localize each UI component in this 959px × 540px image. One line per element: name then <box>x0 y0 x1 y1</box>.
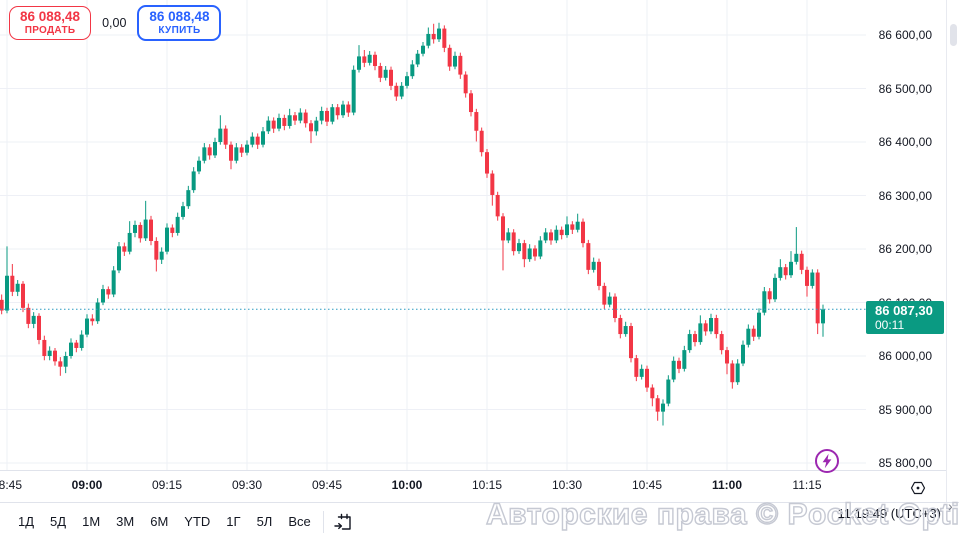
price-axis-label: 85 800,00 <box>878 456 932 470</box>
range-button-5д[interactable]: 5Д <box>50 514 67 529</box>
scrollbar-thumb[interactable] <box>950 24 957 46</box>
time-axis-label: 10:30 <box>551 478 583 492</box>
lightning-icon[interactable] <box>814 448 840 474</box>
range-button-5л[interactable]: 5Л <box>256 514 273 529</box>
time-axis-label: 09:45 <box>311 478 343 492</box>
range-button-все[interactable]: Все <box>288 514 311 529</box>
time-axis-label: 09:30 <box>231 478 263 492</box>
time-axis-label: 09:15 <box>151 478 183 492</box>
right-panel-divider <box>946 0 947 502</box>
range-button-ytd[interactable]: YTD <box>184 514 211 529</box>
range-button-1г[interactable]: 1Г <box>226 514 241 529</box>
candle-countdown: 00:11 <box>875 318 905 333</box>
hexagon-dot-icon[interactable] <box>909 479 927 497</box>
time-axis-label: 11:00 <box>711 478 743 492</box>
time-axis-label: 10:45 <box>631 478 663 492</box>
time-axis[interactable]: 08:45 09:00 09:15 09:30 09:45 10:00 10:15 10:30… <box>0 470 946 502</box>
range-button-1м[interactable]: 1М <box>82 514 101 529</box>
chevron-right-icon[interactable]: › <box>948 498 953 514</box>
time-axis-label: 10:15 <box>471 478 503 492</box>
buy-price: 86 088,48 <box>149 9 210 24</box>
time-axis-label: 11:15 <box>792 478 822 492</box>
price-axis-label: 85 900,00 <box>878 402 932 417</box>
time-axis-label: 09:00 <box>71 478 103 492</box>
buy-button[interactable]: 86 088,48 КУПИТЬ <box>137 5 222 42</box>
session-clock: 11:19:49 (UTC+3) <box>837 506 941 521</box>
goto-date-button[interactable] <box>332 511 354 533</box>
price-axis-label: 86 200,00 <box>878 242 932 256</box>
time-axis-label: 10:00 <box>391 478 423 492</box>
price-axis-label: 86 000,00 <box>878 349 932 363</box>
trade-panel: 86 088,48 ПРОДАТЬ 0,00 86 088,48 КУПИТЬ <box>9 5 222 42</box>
price-axis-label: 86 300,00 <box>878 188 932 203</box>
calendar-arrow-icon <box>334 513 351 530</box>
toolbar-divider <box>322 510 324 533</box>
price-axis-label: 86 400,00 <box>878 135 932 149</box>
buy-label: КУПИТЬ <box>158 24 201 36</box>
range-buttons: 1Д 5Д 1М 3М 6М YTD 1Г 5Л Все <box>10 511 319 532</box>
range-button-6м[interactable]: 6М <box>150 514 169 529</box>
spread-value: 0,00 <box>102 16 127 30</box>
last-price-value: 86 087,30 <box>875 302 933 318</box>
sell-price: 86 088,48 <box>20 9 81 24</box>
sell-label: ПРОДАТЬ <box>24 24 76 36</box>
range-button-1д[interactable]: 1Д <box>18 514 35 529</box>
range-toolbar: 1Д 5Д 1М 3М 6М YTD 1Г 5Л Все <box>0 502 959 540</box>
price-axis-label: 86 600,00 <box>878 28 932 42</box>
last-price-badge: 86 087,30 00:11 <box>866 300 944 334</box>
price-axis[interactable]: 86 600,00 86 500,00 86 400,00 86 300,00 86 2… <box>866 0 946 470</box>
sell-button[interactable]: 86 088,48 ПРОДАТЬ <box>9 6 92 41</box>
price-axis-label: 86 500,00 <box>878 81 932 96</box>
time-axis-label: 08:45 <box>0 478 23 492</box>
range-button-3м[interactable]: 3М <box>116 514 135 529</box>
